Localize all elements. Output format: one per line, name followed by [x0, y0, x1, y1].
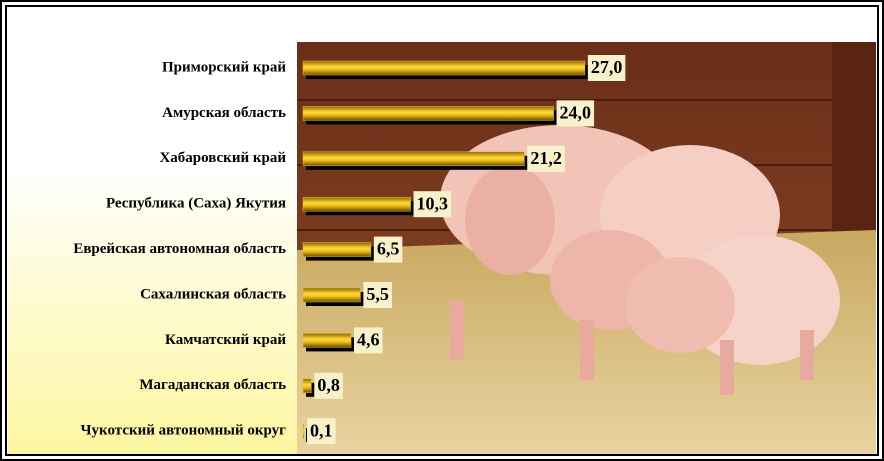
category-label: Республика (Саха) Якутия [106, 196, 286, 212]
value-label: 10,3 [417, 193, 449, 213]
value-label: 0,1 [310, 420, 333, 440]
value-label: 27,0 [591, 57, 623, 77]
bar [303, 106, 554, 120]
chart: Приморский край 27,0 Амурская область 24,0 Х… [0, 0, 884, 461]
category-label: Амурская область [162, 105, 286, 121]
category-label: Еврейская автономная область [73, 241, 286, 257]
value-label: 5,5 [366, 284, 389, 304]
category-label: Магаданская область [139, 377, 286, 393]
category-label: Сахалинская область [140, 286, 286, 302]
category-label: Камчатский край [165, 332, 286, 348]
category-label: Хабаровский край [159, 150, 286, 166]
bar [303, 379, 311, 393]
bar [303, 197, 411, 211]
bar-shadow [306, 428, 307, 442]
value-label: 0,8 [317, 375, 340, 395]
bar [303, 333, 351, 347]
category-label: Приморский край [162, 59, 286, 75]
bar [303, 288, 360, 302]
bar [303, 152, 524, 166]
page: Приморский край 27,0 Амурская область 24,0 Х… [0, 0, 884, 461]
bar [303, 243, 371, 257]
bar [303, 61, 585, 75]
category-label: Чукотский автономный округ [81, 423, 287, 439]
value-label: 24,0 [560, 103, 592, 123]
value-label: 21,2 [530, 148, 562, 168]
value-label: 6,5 [377, 239, 400, 259]
value-label: 4,6 [357, 330, 380, 350]
bar [303, 424, 304, 438]
